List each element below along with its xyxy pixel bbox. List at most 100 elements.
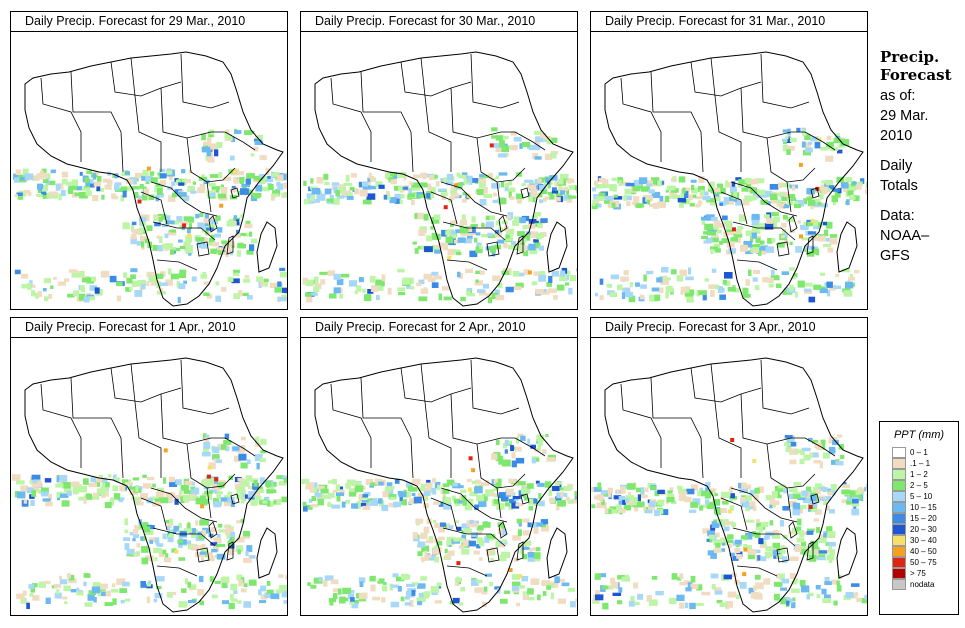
legend-label: 1 – 2 xyxy=(910,470,928,479)
precip-field xyxy=(12,433,287,610)
country-border xyxy=(224,131,256,151)
precip-field xyxy=(591,127,867,303)
coastline xyxy=(314,357,574,613)
map-panel-1 xyxy=(10,31,288,310)
country-border xyxy=(446,565,488,577)
country-border xyxy=(430,191,458,225)
country-border xyxy=(150,487,218,523)
legend-item: 0 – 1 xyxy=(892,447,958,458)
legend-label: > 75 xyxy=(910,569,926,578)
country-border xyxy=(150,181,218,217)
madagascar-outline xyxy=(546,527,568,579)
country-border xyxy=(160,87,225,139)
asof-line1: as of: xyxy=(880,88,916,104)
lake-outline xyxy=(498,521,508,539)
country-border xyxy=(156,565,198,577)
data-line3: GFS xyxy=(880,248,910,264)
africa-map xyxy=(591,357,867,613)
country-border xyxy=(650,377,704,479)
madagascar-outline xyxy=(256,527,278,579)
legend-label: nodata xyxy=(910,580,935,589)
country-border xyxy=(740,87,805,139)
africa-map xyxy=(301,357,577,613)
asof-line2: 29 Mar. xyxy=(880,108,929,124)
panel-title-5: Daily Precip. Forecast for 2 Apr., 2010 xyxy=(300,317,578,338)
africa-map xyxy=(12,357,287,613)
country-border xyxy=(690,367,762,403)
lake-outline xyxy=(810,493,820,505)
precip-field xyxy=(591,434,867,610)
country-border xyxy=(736,259,778,271)
map-panel-5 xyxy=(300,337,578,616)
legend-item: nodata xyxy=(892,579,958,590)
country-border xyxy=(720,497,748,531)
asof-line3: 2010 xyxy=(880,128,913,144)
legend-label: 2 – 5 xyxy=(910,481,928,490)
country-border xyxy=(360,377,414,479)
country-border xyxy=(732,221,796,241)
daily-line1: Daily xyxy=(880,158,913,174)
madagascar-outline xyxy=(836,221,858,273)
lake-outline xyxy=(516,541,524,561)
coastline xyxy=(604,51,864,307)
legend-item: 10 – 15 xyxy=(892,502,958,513)
coastline xyxy=(24,357,284,613)
legend-item: 50 – 75 xyxy=(892,557,958,568)
legend-item: 30 – 40 xyxy=(892,535,958,546)
madagascar-outline xyxy=(256,221,278,273)
legend-label: 40 – 50 xyxy=(910,547,937,556)
panel-title-1: Daily Precip. Forecast for 29 Mar., 2010 xyxy=(10,11,288,32)
madagascar-outline xyxy=(836,527,858,579)
lake-outline xyxy=(788,215,798,233)
country-border xyxy=(496,181,502,213)
legend-label: 10 – 15 xyxy=(910,503,937,512)
panel-title-2: Daily Precip. Forecast for 30 Mar., 2010 xyxy=(300,11,578,32)
country-border xyxy=(730,487,798,523)
legend-label: 20 – 30 xyxy=(910,525,937,534)
country-border xyxy=(152,221,216,241)
lake-outline xyxy=(776,547,790,563)
legend-swatch xyxy=(892,557,906,568)
legend-swatch xyxy=(892,579,906,590)
coastline xyxy=(314,51,574,307)
lake-outline xyxy=(486,241,500,257)
country-border xyxy=(804,131,836,151)
lake-outline xyxy=(196,547,210,563)
legend-item: 15 – 20 xyxy=(892,513,958,524)
country-border xyxy=(206,181,212,213)
country-border xyxy=(440,181,508,217)
coastline xyxy=(604,357,864,613)
country-border xyxy=(710,363,742,478)
side-info: Precip. Forecast as of: 29 Mar. 2010 Dai… xyxy=(880,48,965,266)
country-border xyxy=(446,259,488,271)
country-border xyxy=(420,363,452,478)
country-border xyxy=(442,221,506,241)
lake-outline xyxy=(806,235,814,255)
legend-swatch xyxy=(892,480,906,491)
lake-outline xyxy=(520,493,530,505)
country-border xyxy=(804,437,836,457)
madagascar-outline xyxy=(546,221,568,273)
country-border xyxy=(430,497,458,531)
country-border xyxy=(110,367,182,403)
legend-label: 5 – 10 xyxy=(910,492,933,501)
country-border xyxy=(620,383,662,468)
country-border xyxy=(720,191,748,225)
precip-field xyxy=(301,433,577,609)
side-title-line1: Precip. xyxy=(880,48,940,66)
panel-title-6: Daily Precip. Forecast for 3 Apr., 2010 xyxy=(590,317,868,338)
country-border xyxy=(514,437,546,457)
lake-outline xyxy=(806,541,814,561)
legend-label: 50 – 75 xyxy=(910,558,937,567)
legend-item: 5 – 10 xyxy=(892,491,958,502)
legend-label: 0 – 1 xyxy=(910,448,928,457)
country-border xyxy=(330,383,372,468)
country-border xyxy=(156,259,198,271)
country-border xyxy=(40,77,82,162)
daily-line2: Totals xyxy=(880,178,918,194)
country-border xyxy=(786,487,792,519)
country-border xyxy=(760,53,810,109)
lake-outline xyxy=(810,187,820,199)
country-border xyxy=(442,527,506,547)
lake-outline xyxy=(776,241,790,257)
